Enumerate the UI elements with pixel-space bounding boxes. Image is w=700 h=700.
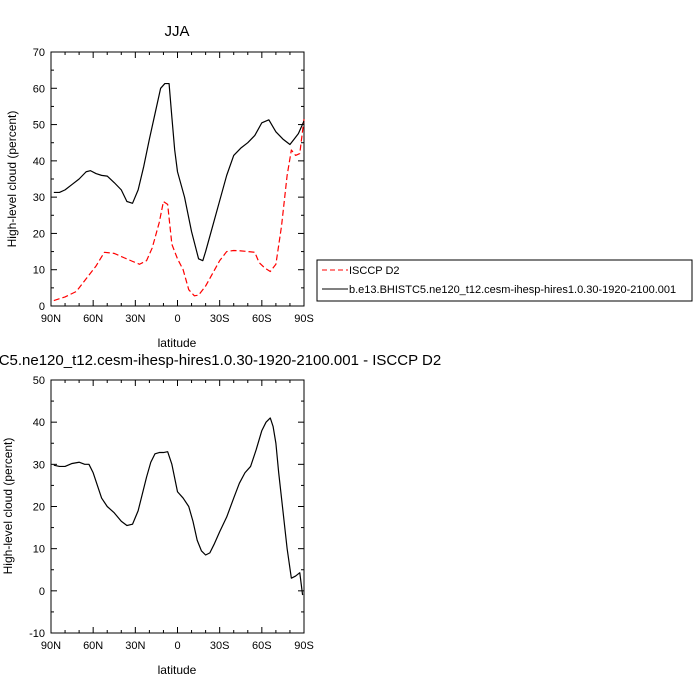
top-chart-title: JJA xyxy=(164,23,189,40)
x-tick-label: 30N xyxy=(125,313,145,325)
y-tick-label: -10 xyxy=(29,628,45,640)
x-tick-label: 60S xyxy=(252,640,272,652)
x-tick-label: 0 xyxy=(174,313,180,325)
top-y-tick-labels: 0 10 20 30 40 50 60 70 xyxy=(33,47,45,313)
y-tick-label: 70 xyxy=(33,47,45,59)
x-tick-label: 30N xyxy=(125,640,145,652)
x-tick-label: 30S xyxy=(210,640,230,652)
x-tick-label: 0 xyxy=(174,640,180,652)
y-tick-label: 10 xyxy=(33,265,45,277)
top-x-axis-label: latitude xyxy=(158,336,197,350)
y-tick-label: 30 xyxy=(33,459,45,471)
top-x-tick-labels: 90N 60N 30N 0 30S 60S 90S xyxy=(41,313,314,325)
y-tick-label: 10 xyxy=(33,544,45,556)
y-tick-label: 50 xyxy=(33,375,45,387)
top-panel: JJA 90N 60N 30N 0 30S 60S 90S 010203040506070 … xyxy=(5,23,314,350)
bottom-plot-frame xyxy=(50,379,305,634)
bottom-y-tick-labels: -10 0 10 20 30 40 50 xyxy=(29,375,45,640)
x-tick-label: 90S xyxy=(294,640,314,652)
series-line-1-2 xyxy=(53,82,305,262)
top-axis-ticks xyxy=(50,51,305,307)
y-tick-label: 0 xyxy=(39,586,45,598)
series-line-2-1 xyxy=(53,417,304,596)
legend-label-model: b.e13.BHISTC5.ne120_t12.cesm-ihesp-hires… xyxy=(349,284,676,296)
top-plot-frame xyxy=(50,51,305,307)
top-series-group xyxy=(53,82,305,302)
x-tick-label: 90N xyxy=(41,640,61,652)
series-line-1-1 xyxy=(53,119,305,302)
bottom-x-axis-label: latitude xyxy=(158,663,197,677)
legend-label-isccp-d2: ISCCP D2 xyxy=(349,265,400,277)
x-tick-label: 90N xyxy=(41,313,61,325)
y-tick-label: 60 xyxy=(33,83,45,95)
x-tick-label: 30S xyxy=(210,313,230,325)
y-tick-label: 30 xyxy=(33,192,45,204)
y-tick-label: 0 xyxy=(39,301,45,313)
bottom-axis-ticks xyxy=(50,379,305,634)
legend: ISCCP D2 b.e13.BHISTC5.ne120_t12.cesm-ih… xyxy=(316,259,693,302)
x-tick-label: 90S xyxy=(294,313,314,325)
y-tick-label: 20 xyxy=(33,502,45,514)
y-tick-label: 50 xyxy=(33,120,45,132)
bottom-y-axis-label: High-level cloud (percent) xyxy=(1,438,15,575)
x-tick-label: 60N xyxy=(83,313,103,325)
x-tick-label: 60S xyxy=(252,313,272,325)
bottom-panel: b.e13.BHISTC5.ne120_t12.cesm-ihesp-hires… xyxy=(0,352,441,677)
y-tick-label: 20 xyxy=(33,228,45,240)
bottom-series-group xyxy=(53,417,304,596)
bottom-chart-title: b.e13.BHISTC5.ne120_t12.cesm-ihesp-hires… xyxy=(0,352,441,369)
x-tick-label: 60N xyxy=(83,640,103,652)
top-y-axis-label: High-level cloud (percent) xyxy=(5,111,19,248)
y-tick-label: 40 xyxy=(33,156,45,168)
y-tick-label: 40 xyxy=(33,417,45,429)
legend-box xyxy=(316,259,693,302)
bottom-x-tick-labels: 90N 60N 30N 0 30S 60S 90S xyxy=(41,640,314,652)
